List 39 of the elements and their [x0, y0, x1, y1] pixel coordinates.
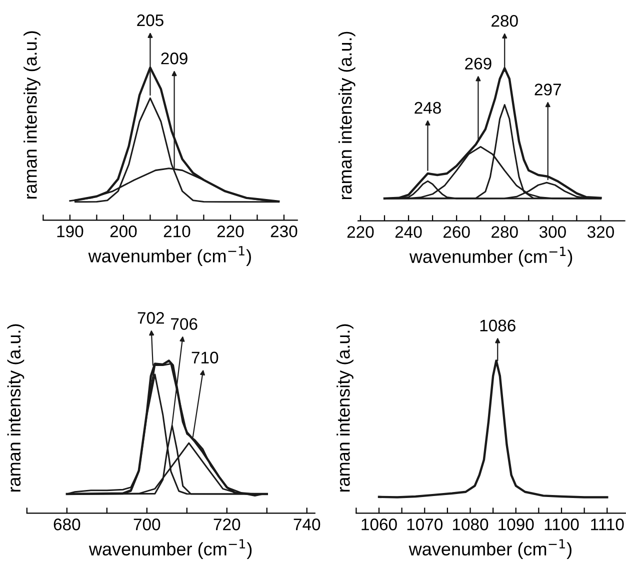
- x-tick-label: 220: [347, 226, 374, 238]
- x-tick-label: 740: [294, 518, 320, 530]
- x-tick-label: 700: [134, 518, 160, 530]
- x-axis-title: wavenumber (cm$^{−1}$): [408, 539, 572, 560]
- x-tick-label: 1110: [591, 518, 624, 530]
- x-tick-label: 200: [110, 226, 137, 238]
- x-tick-label: 1090: [498, 518, 534, 530]
- x-axis-title: wavenumber (cm$^{−1}$): [88, 539, 252, 560]
- x-tick-label: 720: [214, 518, 240, 530]
- x-axis-title: wavenumber (cm$^{−1}$): [409, 246, 572, 267]
- annotation: 209: [161, 52, 188, 64]
- x-tick-label: 320: [587, 226, 614, 238]
- x-tick-label: 240: [395, 226, 422, 238]
- annotation: 297: [534, 84, 561, 96]
- y-axis-title: raman intensity (a.u.): [7, 324, 24, 492]
- x-tick-label: 280: [492, 226, 518, 238]
- annotation: 710: [192, 352, 218, 364]
- x-axis-title: wavenumber (cm$^{−1}$): [88, 246, 251, 266]
- x-tick-label: 210: [164, 226, 190, 238]
- x-tick-label: 680: [54, 518, 80, 530]
- x-tick-label: 1060: [362, 518, 397, 530]
- y-axis-title: raman intensity (a.u.): [24, 31, 40, 199]
- x-tick-label: 220: [217, 226, 244, 238]
- annotation: 205: [137, 14, 164, 26]
- annotation: 706: [171, 318, 198, 330]
- x-tick-label: 300: [539, 226, 566, 238]
- x-tick-label: 1080: [452, 518, 488, 530]
- y-axis-title: raman intensity (a.u.): [336, 324, 354, 492]
- annotation: 248: [414, 102, 441, 114]
- annotation: 1086: [480, 320, 516, 332]
- x-tick-label: 1100: [544, 518, 579, 530]
- x-tick-label: 260: [444, 226, 470, 238]
- x-tick-label: 1070: [407, 518, 443, 530]
- annotation: 269: [465, 58, 492, 70]
- x-tick-label: 190: [57, 226, 84, 238]
- y-axis-title: raman intensity (a.u.): [338, 32, 356, 200]
- x-tick-label: 230: [270, 226, 298, 238]
- annotation: 280: [492, 14, 518, 27]
- annotation: 702: [138, 312, 164, 324]
